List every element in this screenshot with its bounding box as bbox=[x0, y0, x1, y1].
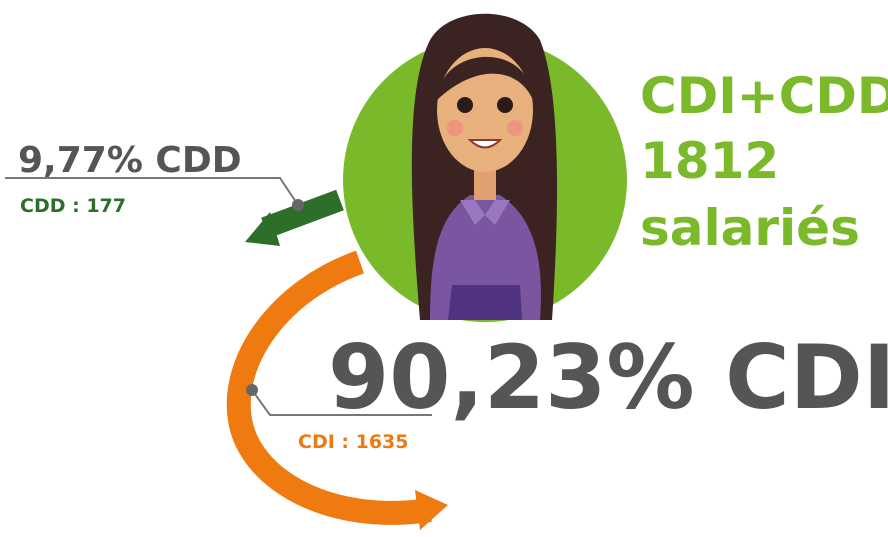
infographic: 9,77% CDD CDD : 177 CDI+CDD 1812 salarié… bbox=[0, 0, 888, 537]
total-line2: 1812 bbox=[640, 132, 779, 190]
cdi-percent: 90,23% CDI bbox=[328, 326, 888, 429]
cdi-count: CDI : 1635 bbox=[298, 431, 409, 453]
total-line3: salariés bbox=[640, 199, 860, 257]
cdd-dot bbox=[292, 199, 304, 211]
total-line1: CDI+CDD bbox=[640, 67, 888, 125]
cdi-dot bbox=[246, 384, 258, 396]
avatar bbox=[412, 14, 557, 320]
cdi-arrowhead bbox=[415, 490, 448, 530]
cdd-count: CDD : 177 bbox=[20, 195, 126, 217]
cdd-percent: 9,77% CDD bbox=[18, 140, 242, 181]
